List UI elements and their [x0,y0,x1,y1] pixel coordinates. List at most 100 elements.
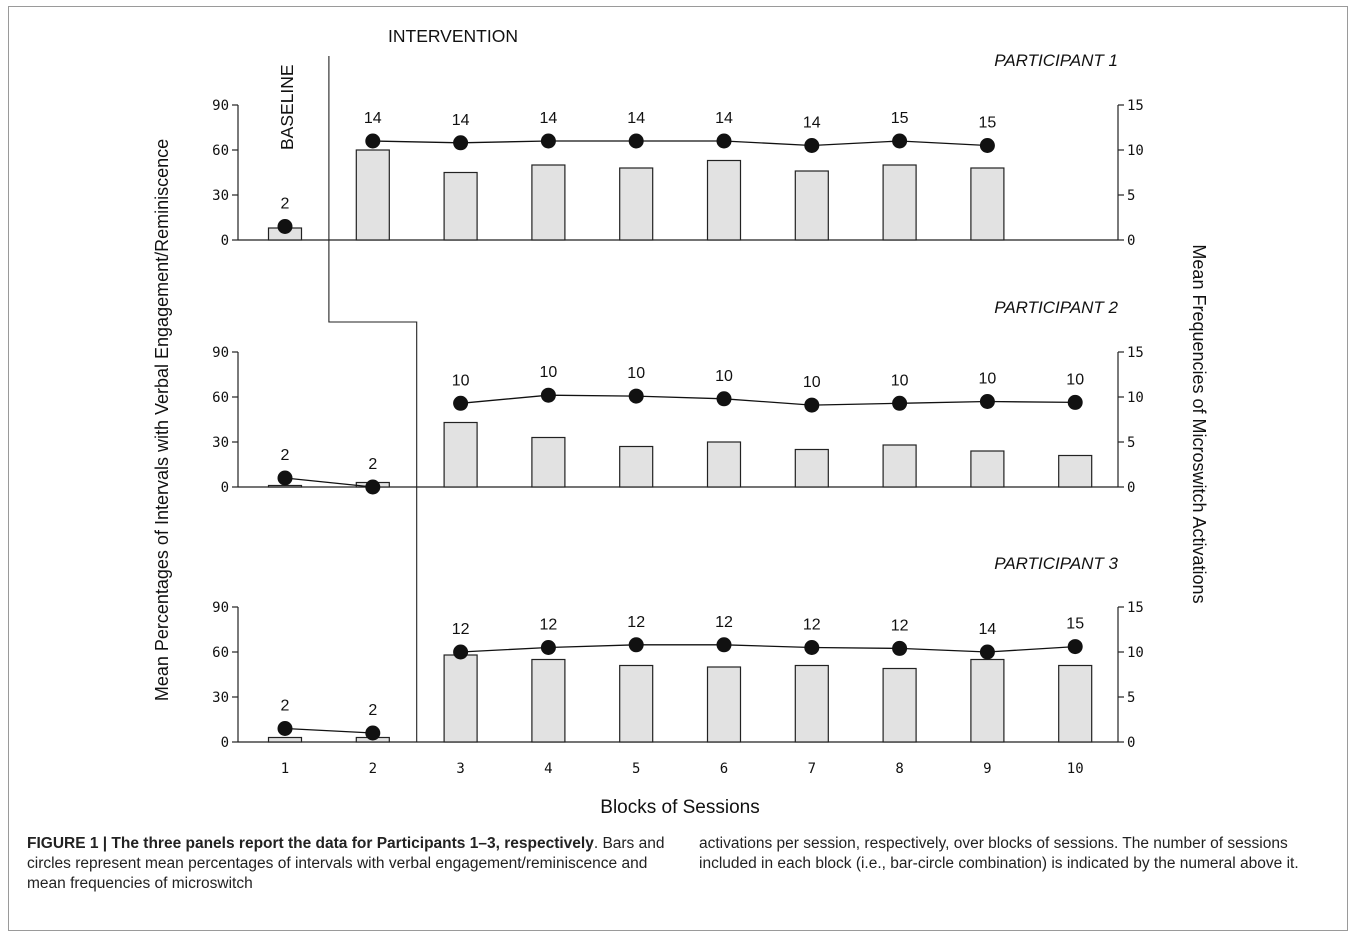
p3-session-count: 12 [803,617,821,634]
p1-series-line [372,140,988,147]
caption-right: activations per session, respectively, o… [699,835,1299,872]
p3-circle [892,640,908,656]
p2-circle [1067,394,1083,410]
p2-session-count: 10 [627,365,645,382]
p3-circle [979,644,995,660]
p1-bar [794,170,829,241]
participant-3-title: PARTICIPANT 3 [994,554,1118,573]
phase-label-baseline: BASELINE [277,64,297,150]
p3-bar [531,658,566,743]
p2-bar [619,445,654,488]
x-axis-title: Blocks of Sessions [600,797,759,818]
p2-session-count: 10 [803,374,821,391]
p3-session-count: 12 [627,614,645,631]
p3-bar [882,667,917,743]
p1-left-tick-label: 90 [212,98,229,114]
marks-layer: 2 14 14 14 14 14 14 15 15 2 2 10 10 10 10 10 10 10 10 2 2 12 1… [267,110,1093,743]
p2-series-line [284,477,373,488]
p3-circle [716,637,732,653]
p3-circle [540,640,556,655]
p2-session-count: 10 [715,368,733,385]
p3-bar [619,664,654,743]
p1-circle [628,133,644,149]
p3-bar [1058,664,1093,743]
p1-circle [716,133,732,149]
right-axis-title: Mean Frequencies of Microswitch Activati… [1189,244,1209,603]
p1-right-tick-label: 10 [1127,143,1144,159]
p2-right-tick-label: 10 [1127,390,1144,406]
p3-circle [453,644,469,660]
p1-circle [365,133,381,149]
p3-right-tick-label: 15 [1127,600,1144,616]
p1-left-tick-label: 0 [221,233,229,249]
p1-bar [970,167,1005,241]
p2-session-count: 10 [452,372,470,389]
p3-right-tick-label: 10 [1127,645,1144,661]
p2-right-tick-label: 15 [1127,345,1144,361]
p2-session-count: 2 [368,456,377,473]
p3-series-line [460,644,1076,653]
p1-bar [619,167,654,241]
p2-bar [706,441,742,488]
p3-circle [628,637,644,653]
p1-bar [443,171,478,241]
p1-bar [882,164,917,241]
p2-circle [628,388,644,404]
phase-change-line [328,56,418,742]
p1-session-count: 14 [715,110,733,127]
p2-circle [716,391,732,407]
caption-text-left: . Bars and circles represent mean percen… [27,835,665,892]
p2-circle [277,470,293,486]
x-tick-label: 7 [808,761,816,777]
p2-circle [804,397,820,413]
p3-bar [267,736,303,743]
left-axis-title: Mean Percentages of Intervals with Verba… [152,139,172,701]
p2-circle [892,395,908,411]
p2-circle [453,395,469,411]
p2-left-tick-label: 30 [212,435,229,451]
p1-session-count: 14 [364,110,382,127]
p3-session-count: 2 [281,698,290,715]
p3-bar [970,658,1005,743]
p2-bar [531,436,566,488]
p3-circle [1067,639,1083,655]
caption-left: FIGURE 1 | The three panels report the d… [27,834,677,894]
p1-right-tick-label: 15 [1127,98,1144,114]
p2-bar [1058,454,1093,488]
p2-series-line [460,394,1076,406]
p2-bar [443,421,478,488]
p1-bar [706,159,742,241]
x-tick-label: 3 [456,761,464,777]
p2-session-count: 10 [891,372,909,389]
p2-session-count: 10 [1066,371,1084,388]
p3-session-count: 14 [979,621,997,638]
p2-session-count: 2 [281,447,290,464]
p3-session-count: 12 [452,621,470,638]
p2-left-tick-label: 90 [212,345,229,361]
p1-right-tick-label: 5 [1127,188,1135,204]
p1-session-count: 14 [803,115,821,132]
p1-bar [531,164,566,241]
p1-left-tick-label: 60 [212,143,229,159]
p2-session-count: 10 [979,371,997,388]
x-tick-label: 6 [720,761,728,777]
p3-circle [804,640,820,655]
p1-circle [892,133,908,149]
p3-bar [794,664,829,743]
p3-left-tick-label: 30 [212,690,229,706]
p1-bar [355,149,390,241]
x-tick-label: 8 [895,761,903,777]
p1-session-count: 15 [891,110,909,127]
p3-left-tick-label: 90 [212,600,229,616]
p2-circle [365,479,381,495]
p3-bar [706,666,742,743]
p3-session-count: 2 [368,702,377,719]
x-tick-label: 10 [1067,761,1084,777]
p1-circle [804,138,820,153]
p2-right-tick-label: 0 [1127,480,1135,496]
p2-left-tick-label: 60 [212,390,229,406]
p1-left-tick-label: 30 [212,188,229,204]
p3-circle [365,725,381,741]
p1-circle [540,133,556,149]
p2-bar [794,448,829,488]
